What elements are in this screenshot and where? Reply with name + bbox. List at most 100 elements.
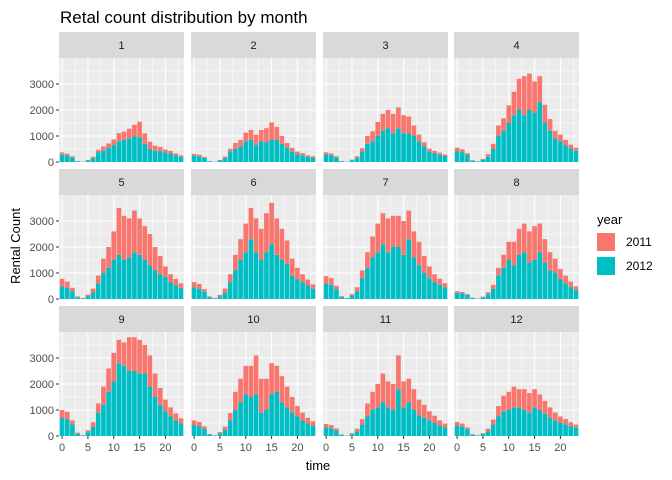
bar-2012 (258, 260, 264, 299)
bar-2011 (90, 422, 96, 427)
bar-2011 (227, 413, 233, 421)
bar-2011 (521, 76, 527, 116)
bar-2012 (421, 273, 427, 299)
x-tick-label: 15 (397, 442, 409, 454)
bar-2011 (563, 419, 568, 425)
facet-strip (59, 306, 184, 332)
bar-2011 (563, 139, 568, 146)
bar-2011 (542, 400, 548, 414)
bar-2012 (506, 410, 512, 436)
bar-2011 (365, 136, 370, 144)
x-axis-title: time (306, 458, 331, 473)
bar-2011 (64, 281, 70, 289)
bar-2011 (370, 131, 375, 142)
bar-2012 (380, 130, 386, 162)
bar-2011 (300, 412, 305, 421)
bar-2011 (380, 373, 386, 403)
bar-2012 (339, 296, 344, 299)
y-tick-label: 2000 (30, 105, 54, 117)
bar-2012 (365, 267, 370, 299)
bar-2011 (490, 284, 496, 289)
bar-2012 (90, 426, 96, 436)
bar-2012 (70, 424, 75, 436)
bar-2011 (375, 121, 381, 136)
bar-2012 (253, 394, 259, 436)
bar-2011 (385, 381, 391, 408)
bar-2011 (532, 389, 537, 408)
bar-2011 (401, 381, 406, 408)
facet-strip (191, 169, 316, 195)
bar-2012 (354, 431, 360, 436)
bar-2012 (238, 402, 243, 436)
bar-2012 (485, 294, 491, 299)
bar-2012 (137, 373, 142, 436)
bar-2011 (396, 215, 401, 247)
bar-2012 (390, 247, 396, 299)
bar-2012 (537, 252, 543, 299)
bar-2012 (163, 411, 168, 436)
bar-2011 (289, 258, 295, 276)
bar-2011 (573, 286, 579, 290)
bar-2012 (202, 428, 207, 436)
bar-2011 (496, 406, 501, 417)
bar-2011 (459, 291, 465, 294)
bar-2011 (152, 247, 158, 271)
y-tick-label: 3000 (30, 79, 54, 91)
bar-2011 (416, 134, 422, 142)
bar-2011 (147, 234, 153, 266)
bar-2012 (80, 435, 86, 436)
x-tick-label: 5 (85, 442, 91, 454)
bar-2012 (258, 141, 264, 162)
bar-2012 (310, 288, 316, 299)
legend-label-2011: 2011 (626, 235, 652, 249)
bar-2011 (470, 434, 475, 435)
bar-2011 (401, 221, 406, 255)
bar-2012 (258, 412, 264, 436)
bar-2011 (421, 404, 427, 418)
bar-2011 (300, 274, 305, 283)
bar-2011 (537, 394, 543, 410)
bar-2012 (80, 298, 86, 299)
bar-2012 (465, 154, 470, 162)
bar-2011 (279, 228, 285, 260)
bar-2011 (563, 275, 568, 284)
bar-2012 (442, 427, 448, 436)
bar-2012 (106, 267, 111, 299)
bar-2012 (465, 294, 470, 299)
bar-2012 (168, 153, 173, 162)
bar-2012 (284, 147, 290, 162)
bar-2011 (401, 115, 406, 134)
x-tick-label: 15 (528, 442, 540, 454)
bar-2011 (427, 411, 432, 421)
bar-2012 (359, 424, 365, 436)
bar-2012 (227, 282, 233, 299)
facet-strip (323, 32, 448, 58)
bar-2011 (116, 133, 122, 142)
x-tick-label: 15 (133, 442, 145, 454)
legend-label-2012: 2012 (626, 259, 653, 273)
bar-2011 (295, 406, 300, 417)
bar-2011 (279, 136, 285, 144)
bar-2012 (212, 298, 218, 299)
x-tick-label: 20 (554, 442, 566, 454)
bar-2012 (411, 136, 417, 162)
bar-2012 (264, 252, 269, 299)
bar-2011 (432, 274, 437, 283)
bar-2012 (516, 407, 522, 436)
bar-2012 (178, 423, 184, 436)
bar-2011 (157, 146, 163, 152)
bar-2012 (243, 394, 249, 436)
x-tick-label: 0 (59, 442, 65, 454)
bar-2012 (328, 284, 334, 299)
bar-2012 (516, 254, 522, 299)
x-tick-label: 10 (240, 442, 252, 454)
bar-2012 (385, 128, 391, 162)
bar-2012 (274, 254, 280, 299)
bar-2011 (264, 128, 269, 143)
bar-2012 (421, 146, 427, 162)
bar-2012 (227, 420, 233, 436)
bar-2012 (365, 416, 370, 436)
bar-2012 (289, 151, 295, 162)
bar-2011 (310, 156, 316, 158)
bar-2011 (147, 355, 153, 387)
